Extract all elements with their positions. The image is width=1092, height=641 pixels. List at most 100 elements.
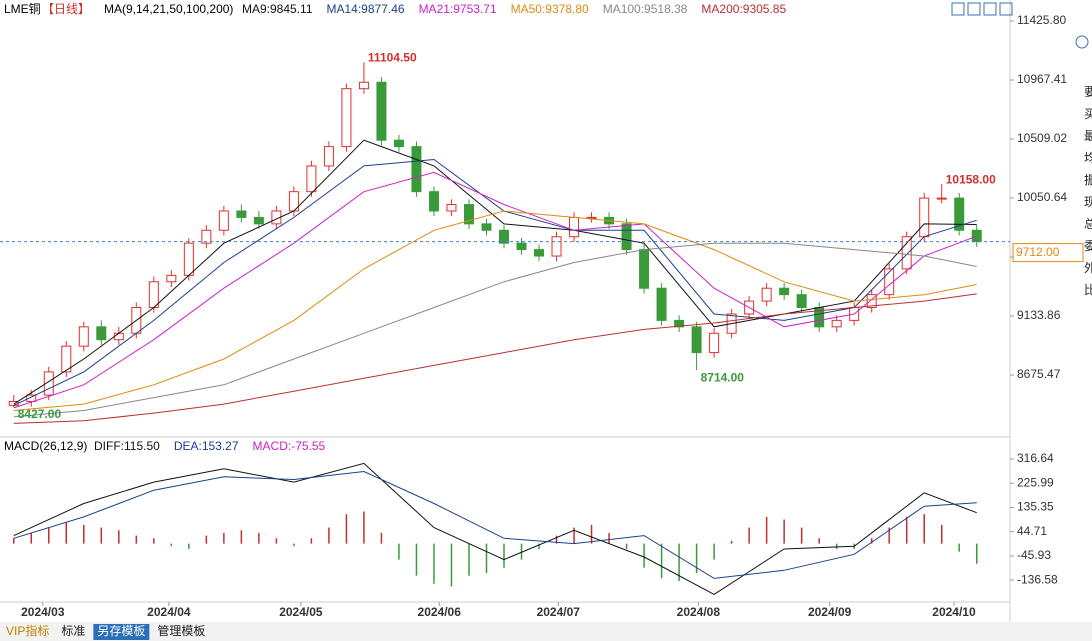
y-tick-label: 135.35 bbox=[1017, 500, 1054, 514]
candle-body bbox=[463, 204, 474, 225]
candle-body bbox=[26, 394, 37, 402]
legend-entry: MA200:9305.85 bbox=[701, 2, 786, 16]
candle-body bbox=[761, 287, 772, 302]
last-price-label: 9712.00 bbox=[1016, 245, 1060, 259]
candle-body bbox=[376, 81, 387, 141]
candle-body bbox=[183, 242, 194, 276]
legend-entry: MA14:9877.46 bbox=[327, 2, 405, 16]
price-annotation: 11104.50 bbox=[368, 51, 417, 65]
candle-body bbox=[253, 216, 264, 225]
candle-body bbox=[113, 332, 124, 341]
y-tick-label: 10509.02 bbox=[1017, 131, 1067, 145]
side-panel-char: 买 bbox=[1084, 107, 1092, 121]
icon[interactable] bbox=[951, 2, 965, 16]
candle-body bbox=[341, 88, 352, 148]
side-panel-char: 委 bbox=[1084, 239, 1092, 253]
candle-body bbox=[866, 294, 877, 309]
last-price-box bbox=[1012, 243, 1084, 263]
candle-body bbox=[96, 326, 107, 341]
x-tick-label: 2024/08 bbox=[677, 605, 721, 619]
toolbar-button[interactable] bbox=[57, 624, 90, 640]
candle-body bbox=[691, 326, 702, 354]
candle-body bbox=[901, 236, 912, 270]
side-panel-char: 要 bbox=[1084, 85, 1092, 99]
legend-entry: MA21:9753.71 bbox=[419, 2, 497, 16]
x-tick-label: 2024/09 bbox=[808, 605, 852, 619]
toolbar-button[interactable] bbox=[153, 624, 210, 640]
ma-label: MA(9,14,21,50,100,200) bbox=[104, 2, 233, 16]
candle-body bbox=[621, 223, 632, 251]
ma-line bbox=[13, 470, 977, 579]
instrument: LME铜 bbox=[4, 1, 41, 16]
side-panel-char: 最 bbox=[1084, 129, 1092, 143]
candle-body bbox=[709, 332, 720, 354]
y-tick-label: 10967.41 bbox=[1017, 72, 1067, 86]
icon[interactable] bbox=[999, 2, 1013, 16]
candle-body bbox=[534, 249, 545, 257]
candle-body bbox=[166, 274, 177, 283]
toolbar-label[interactable]: 标准 bbox=[61, 624, 85, 638]
candle-body bbox=[236, 210, 247, 218]
candle-body bbox=[411, 146, 422, 193]
candle-body bbox=[919, 197, 930, 238]
candle-body bbox=[674, 319, 685, 328]
legend-entry: DIFF:115.50 bbox=[94, 439, 160, 453]
y-tick-label: 8675.47 bbox=[1017, 367, 1061, 381]
legend-entry: MACD:-75.55 bbox=[253, 439, 326, 453]
ma-line bbox=[13, 293, 977, 424]
icon[interactable] bbox=[983, 2, 997, 16]
candle-body bbox=[148, 281, 159, 309]
x-tick-label: 2024/06 bbox=[418, 605, 462, 619]
y-tick-label: 316.64 bbox=[1017, 451, 1054, 465]
candle-body bbox=[323, 146, 334, 167]
candle-body bbox=[201, 229, 212, 244]
candle-body bbox=[586, 216, 597, 219]
side-panel-char: 外 bbox=[1084, 261, 1092, 275]
candle-body bbox=[499, 229, 509, 244]
toolbar-button[interactable] bbox=[2, 624, 54, 640]
price-annotation: 8714.00 bbox=[701, 370, 745, 384]
candle-body bbox=[428, 191, 439, 212]
macd-label: MACD(26,12,9) bbox=[4, 439, 87, 453]
candle-body bbox=[61, 345, 72, 373]
x-tick-label: 2024/07 bbox=[537, 605, 581, 619]
icon[interactable] bbox=[967, 2, 981, 16]
candle-body bbox=[43, 371, 54, 396]
toolbar-bg bbox=[0, 622, 1092, 641]
price-annotation: 8427.00 bbox=[18, 407, 62, 421]
toolbar-label[interactable]: 管理模板 bbox=[157, 623, 205, 638]
candle-body bbox=[639, 249, 650, 289]
toolbar-label[interactable]: 另存模板 bbox=[97, 624, 145, 638]
toolbar-button[interactable] bbox=[93, 624, 150, 640]
x-tick-label: 2024/10 bbox=[932, 605, 976, 619]
candle-body bbox=[446, 204, 457, 212]
y-tick-label: 9133.86 bbox=[1017, 308, 1061, 322]
y-tick-label: 44.71 bbox=[1017, 524, 1047, 538]
icon[interactable] bbox=[1075, 35, 1089, 49]
side-panel-char: 总 bbox=[1084, 217, 1092, 231]
ma-line bbox=[13, 171, 977, 409]
y-tick-label: 225.99 bbox=[1017, 475, 1054, 489]
candle-body bbox=[656, 287, 667, 321]
candle-body bbox=[218, 210, 229, 231]
y-tick-label: 11425.80 bbox=[1017, 13, 1066, 27]
toolbar-label[interactable]: VIP指标 bbox=[6, 623, 49, 638]
candle-body bbox=[516, 242, 527, 251]
y-tick-label: 10050.64 bbox=[1017, 190, 1067, 204]
candle-body bbox=[306, 165, 317, 193]
candle-body bbox=[358, 81, 369, 90]
candle-body bbox=[831, 319, 842, 328]
side-panel-char: 比 bbox=[1084, 283, 1092, 297]
side-panel-char: 振 bbox=[1084, 173, 1092, 187]
ma-line bbox=[13, 462, 977, 595]
candle-body bbox=[796, 294, 807, 309]
candle-body bbox=[954, 197, 965, 231]
candle-body bbox=[569, 216, 580, 238]
period[interactable]: 【日线】 bbox=[42, 2, 90, 16]
candle-body bbox=[481, 223, 492, 231]
window-icons bbox=[951, 2, 1089, 49]
y-tick-label: -136.58 bbox=[1017, 572, 1058, 586]
legend-entry: MA100:9518.38 bbox=[603, 2, 688, 16]
